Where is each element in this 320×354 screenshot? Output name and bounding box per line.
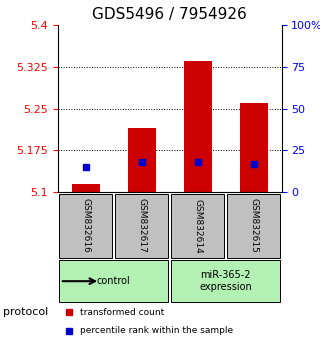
- FancyBboxPatch shape: [227, 194, 280, 258]
- Bar: [128, 128, 156, 192]
- Text: control: control: [97, 276, 131, 286]
- Text: GSM832616: GSM832616: [81, 199, 90, 253]
- Bar: [240, 103, 268, 192]
- Text: GSM832617: GSM832617: [137, 199, 146, 253]
- FancyBboxPatch shape: [115, 194, 168, 258]
- Text: protocol: protocol: [3, 307, 48, 317]
- FancyBboxPatch shape: [59, 260, 168, 302]
- FancyBboxPatch shape: [59, 194, 113, 258]
- Title: GDS5496 / 7954926: GDS5496 / 7954926: [92, 7, 247, 22]
- Bar: [184, 61, 212, 192]
- Bar: [72, 184, 100, 192]
- Text: transformed count: transformed count: [80, 308, 164, 317]
- FancyBboxPatch shape: [171, 194, 225, 258]
- Text: GSM832614: GSM832614: [193, 199, 202, 253]
- Text: miR-365-2
expression: miR-365-2 expression: [199, 270, 252, 292]
- Text: GSM832615: GSM832615: [249, 199, 258, 253]
- FancyBboxPatch shape: [171, 260, 280, 302]
- Text: percentile rank within the sample: percentile rank within the sample: [80, 326, 233, 335]
